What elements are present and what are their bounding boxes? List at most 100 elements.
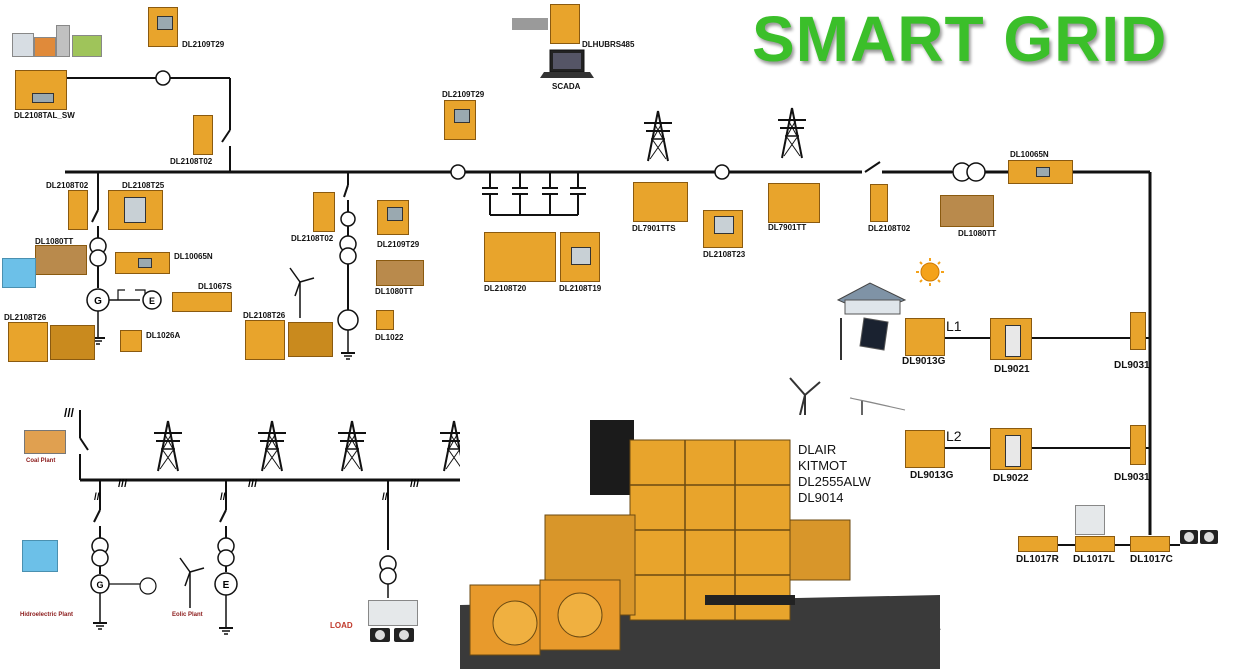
label-eolic-plant: Eolic Plant: [172, 612, 203, 618]
generator-branch-left: G E: [86, 172, 162, 345]
label-dl1080tt-right: DL1080TT: [958, 229, 997, 238]
transmission-tower-icon: [777, 107, 807, 159]
panel-dl2109t29-low: [377, 200, 409, 235]
panel-dlhubrs485: [550, 4, 580, 44]
panel-dl2108t26-mid: [245, 320, 285, 360]
svg-text://: //: [382, 492, 388, 503]
panel-dl2108t19: [560, 232, 600, 282]
label-l1: L1: [946, 318, 962, 334]
wind-turbine-icon: [289, 267, 315, 319]
current-transformer-icon: [340, 211, 356, 227]
panel-dl2108t23: [703, 210, 743, 248]
label-dl2109t29-mid: DL2109T29: [442, 90, 485, 99]
label-scada: SCADA: [552, 82, 581, 91]
house-icon: [836, 282, 907, 315]
label-dl1080tt-left: DL1080TT: [35, 237, 74, 246]
svg-text:///: ///: [64, 406, 75, 420]
label-dl2108t02-mid: DL2108T02: [291, 234, 334, 243]
panel-dl1080tt-left: [35, 245, 87, 275]
panel-dl9013g-1: [905, 318, 945, 356]
label-dl2108t26-left: DL2108T26: [4, 313, 47, 322]
panel-dl9021: [990, 318, 1032, 360]
panel-dl2108t26-left: [8, 322, 48, 362]
label-dl2108tal-sw: DL2108TAL_SW: [14, 111, 75, 120]
label-dl9013g-2: DL9013G: [910, 470, 954, 481]
kit-label-kitmot: KITMOT: [798, 458, 848, 473]
label-dl2108t20: DL2108T20: [484, 284, 527, 293]
panel-dl10065n-right: [1008, 160, 1073, 184]
kit-label-dl9014: DL9014: [798, 490, 844, 505]
label-load: LOAD: [330, 621, 353, 630]
exciter-icon: [142, 290, 162, 310]
panel-dl9022: [990, 428, 1032, 470]
kit-label-dlair: DLAIR: [798, 442, 837, 457]
generator-branch-mid: [289, 172, 359, 360]
label-dl7901tt: DL7901TT: [768, 223, 807, 232]
panel-dl9031-2: [1130, 425, 1146, 465]
label-dl9031-2: DL9031: [1114, 472, 1150, 483]
panel-dl2108t02-right: [870, 184, 888, 222]
panel-dl9031-1: [1130, 312, 1146, 350]
label-dl1026a: DL1026A: [146, 331, 181, 340]
label-dl2108t02-right: DL2108T02: [868, 224, 911, 233]
panel-dl2108tal-sw: [15, 70, 67, 110]
svg-text:E: E: [149, 296, 155, 306]
svg-text:E: E: [223, 580, 230, 591]
label-dl1080tt-mid: DL1080TT: [375, 287, 414, 296]
kit-label-dl2555alw: DL2555ALW: [798, 474, 871, 489]
water-icon: [2, 258, 36, 288]
transformer-icon: [217, 537, 235, 567]
svg-text://: //: [94, 492, 100, 503]
ground-icon: [218, 619, 234, 635]
svg-text://: //: [220, 492, 226, 503]
wind-turbine-icon: [179, 557, 205, 609]
panel-dl1026a: [120, 330, 142, 352]
panel-dl2109t29-mid: [444, 100, 476, 140]
sun-icon: [916, 258, 944, 286]
label-dl1017c: DL1017C: [1130, 554, 1173, 565]
transmission-tower-icon: [257, 420, 287, 472]
upper-bus: [42, 70, 1152, 535]
current-transformer-icon: [155, 70, 171, 86]
kit-label-block: DLAIR KITMOT DL2555ALW DL9014: [798, 442, 871, 506]
label-dl1022: DL1022: [375, 333, 404, 342]
load-bank-icon: [368, 600, 418, 626]
coal-plant-icon: [24, 430, 66, 454]
motor-left: [50, 325, 95, 360]
current-transformer-icon: [450, 164, 466, 180]
transformer-icon: [89, 237, 107, 267]
label-dl1017r: DL1017R: [1016, 554, 1059, 565]
label-dl2108t26-mid: DL2108T26: [243, 311, 286, 320]
water-icon: [22, 540, 58, 572]
panel-dl7901tt: [768, 183, 820, 223]
panel-dl2108t20: [484, 232, 556, 282]
label-dl2108t02-top: DL2108T02: [170, 157, 213, 166]
transformer-icon: [339, 235, 357, 265]
panel-dl2109t29-top: [148, 7, 178, 47]
label-dl2108t02-left: DL2108T02: [46, 181, 89, 190]
ground-icon: [340, 344, 356, 360]
load-icon: [370, 530, 1218, 642]
transmission-tower-icon: [643, 110, 673, 162]
label-dl9031-1: DL9031: [1114, 360, 1150, 371]
laptop-icon: [540, 49, 594, 78]
label-dlhubrs485: DLHUBRS485: [582, 40, 635, 49]
label-dl7901tts: DL7901TTS: [632, 224, 676, 233]
current-transformer-icon: [714, 164, 730, 180]
panel-dl1067s: [172, 292, 232, 312]
transmission-tower-icon: [337, 420, 367, 472]
panel-dl2108t02-mid: [313, 192, 335, 232]
label-dl2109t29-low: DL2109T29: [377, 240, 420, 249]
load-bank-icon: [1075, 505, 1105, 535]
label-dl9013g-1: DL9013G: [902, 356, 946, 367]
panel-dl7901tts: [633, 182, 688, 222]
generator-icon: [337, 309, 359, 331]
label-dl10065n-right: DL10065N: [1010, 150, 1049, 159]
lab-bench-photo: [460, 415, 940, 669]
power-plant-icon: [10, 5, 105, 60]
panel-dl2108t02-top: [193, 115, 213, 155]
label-dl9022: DL9022: [993, 473, 1029, 484]
label-dl10065n-left: DL10065N: [174, 252, 213, 261]
panel-dl9013g-2: [905, 430, 945, 468]
motor-mid: [288, 322, 333, 357]
